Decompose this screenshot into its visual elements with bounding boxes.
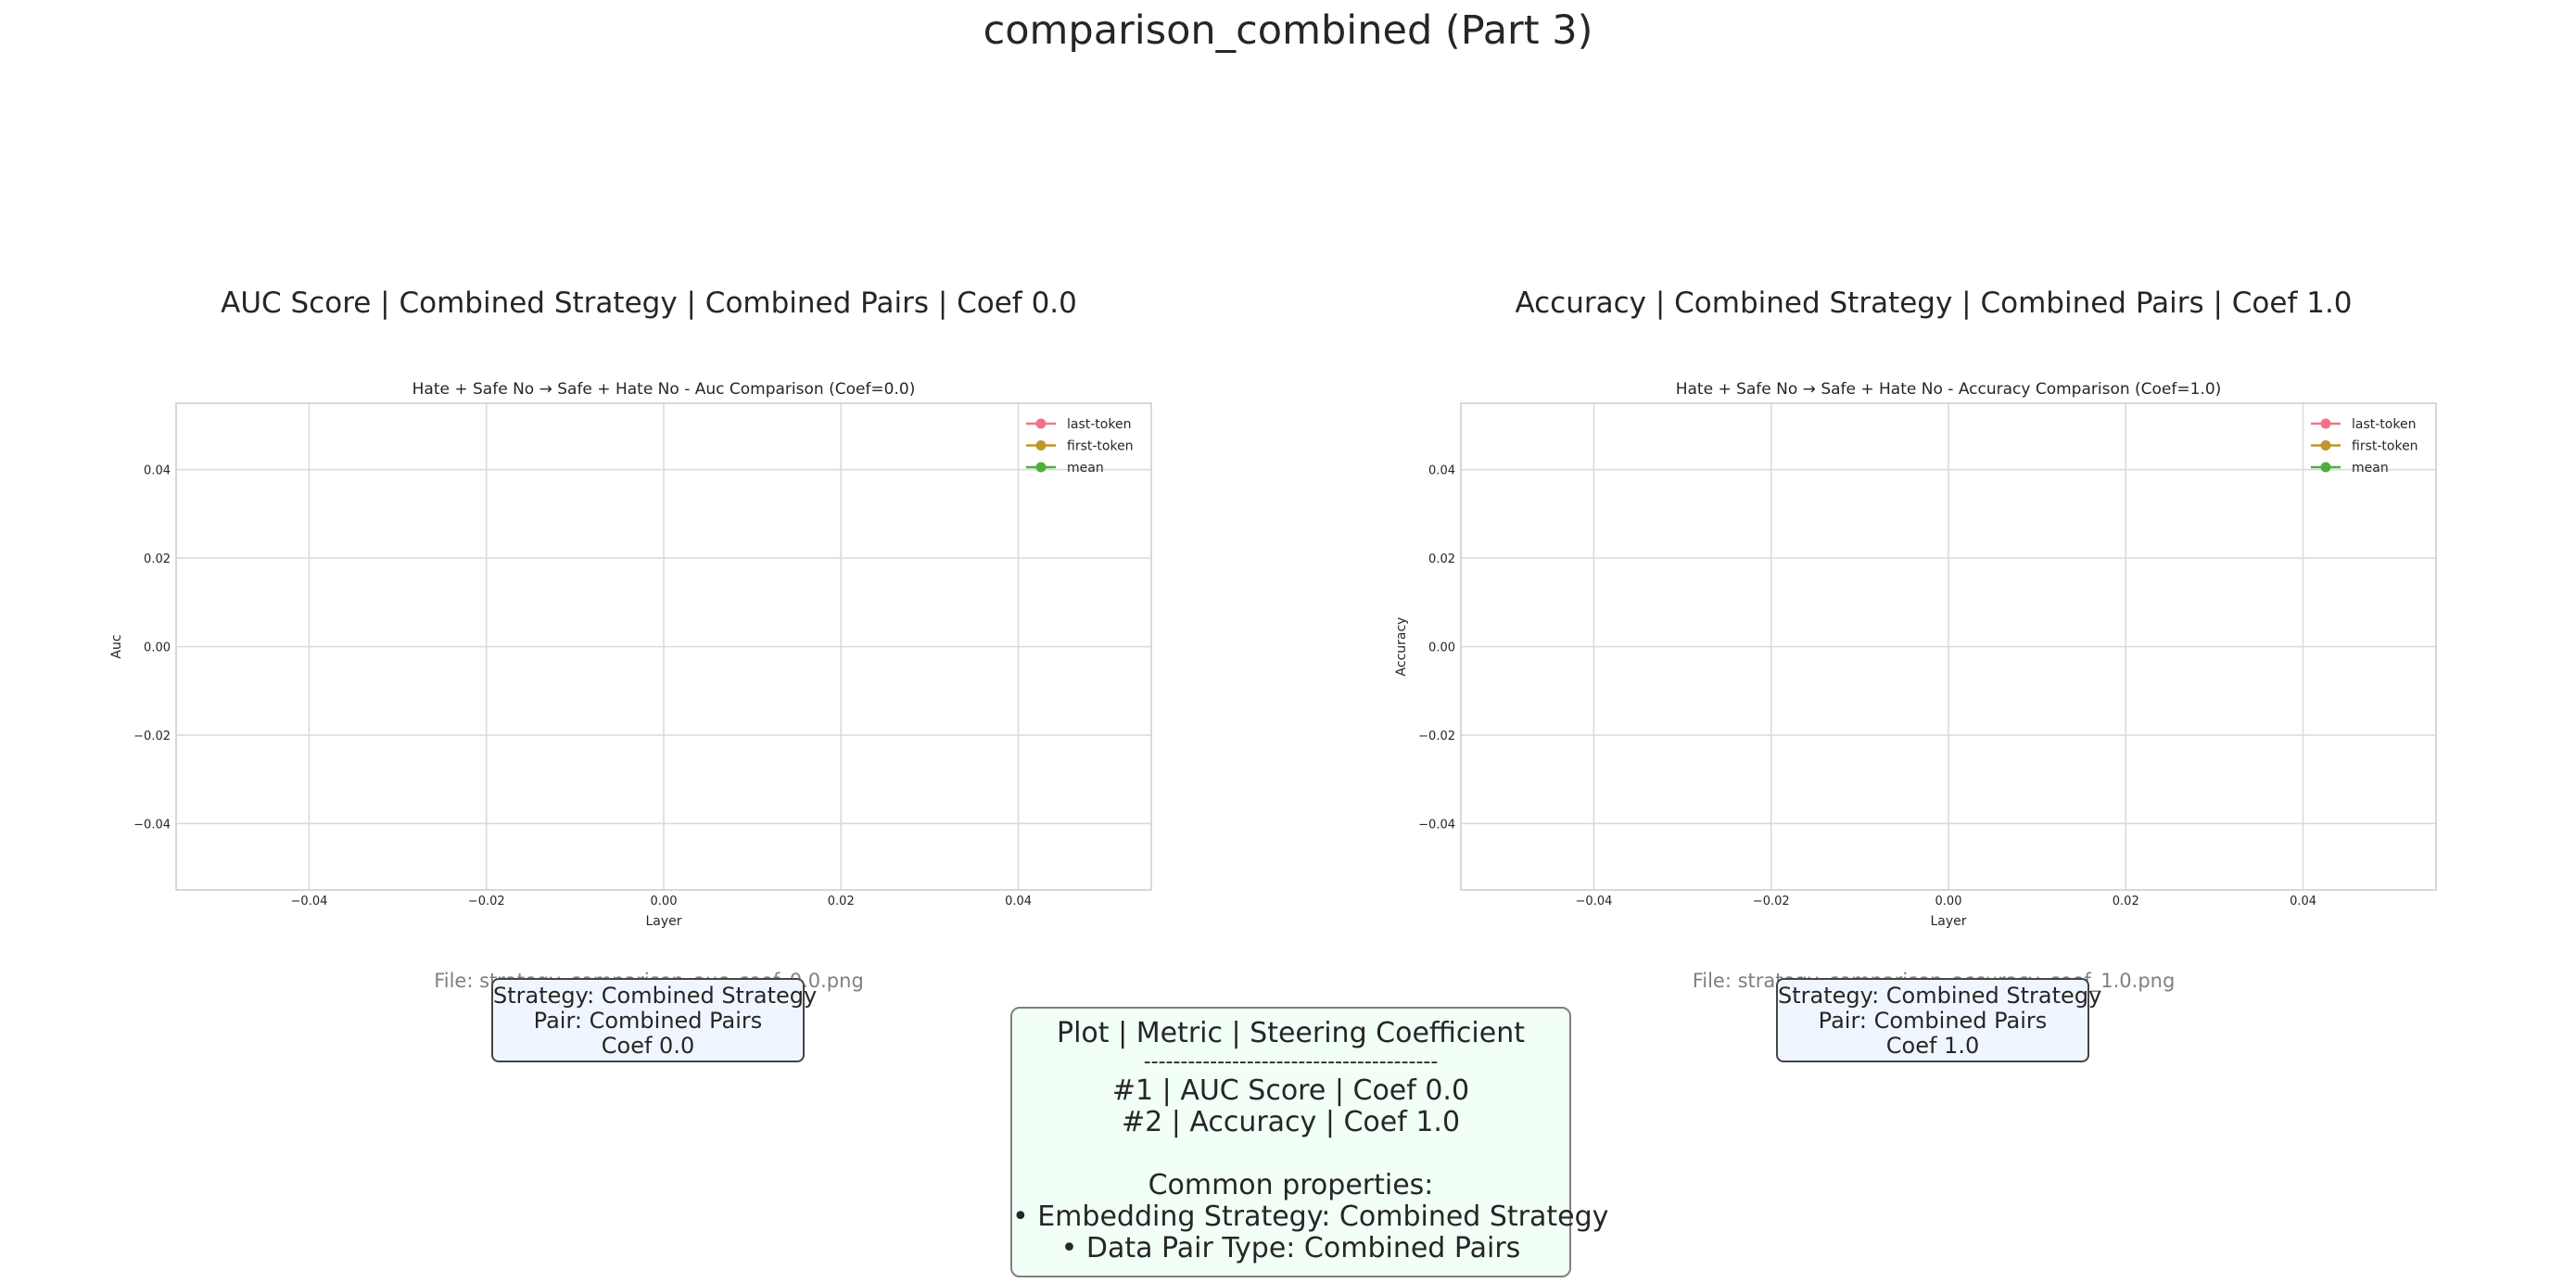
y-tick-label: −0.04 — [1418, 818, 1455, 832]
plot-frame — [1460, 402, 2437, 891]
legend-marker — [1035, 440, 1047, 451]
y-tick-label: 0.02 — [144, 553, 171, 566]
info-box-auc: Strategy: Combined Strategy Pair: Combin… — [491, 978, 818, 1062]
y-tick-label: −0.04 — [133, 818, 171, 832]
y-tick-label: 0.02 — [1428, 553, 1455, 566]
figure-title: comparison_combined (Part 3) — [983, 7, 1593, 54]
legend-label: first-token — [2352, 439, 2418, 454]
y-tick-label: 0.04 — [144, 464, 171, 478]
chart-title: Hate + Safe No → Safe + Hate No - Accura… — [1676, 380, 2222, 399]
panel-title-accuracy: Accuracy | Combined Strategy | Combined … — [1515, 286, 2353, 320]
legend-marker — [2320, 462, 2331, 473]
panel-title-auc: AUC Score | Combined Strategy | Combined… — [221, 286, 1077, 320]
y-tick-label: −0.02 — [1418, 730, 1455, 743]
info-strategy: Strategy: Combined Strategy — [1778, 983, 2102, 1009]
x-tick-label: 0.02 — [828, 895, 855, 908]
accuracy-chart: Hate + Safe No → Safe + Hate No - Accura… — [1394, 380, 2437, 929]
legend-marker — [1035, 462, 1047, 473]
y-tick-label: −0.02 — [133, 730, 171, 743]
summary-header: Plot | Metric | Steering Coefficient — [1057, 1017, 1525, 1049]
y-tick-label: 0.00 — [144, 642, 171, 655]
legend-label: last-token — [2352, 417, 2416, 432]
plot-frame — [175, 402, 1152, 891]
x-tick-label: 0.00 — [1935, 895, 1962, 908]
x-tick-label: −0.02 — [468, 895, 505, 908]
legend-marker — [1035, 418, 1047, 429]
info-coef: Coef 1.0 — [1885, 1033, 1980, 1059]
common-title: Common properties: — [1148, 1169, 1434, 1201]
y-tick-label: 0.00 — [1428, 642, 1455, 655]
x-tick-label: 0.02 — [2113, 895, 2139, 908]
info-strategy: Strategy: Combined Strategy — [493, 983, 818, 1009]
info-pair: Pair: Combined Pairs — [1818, 1008, 2048, 1034]
x-tick-label: −0.04 — [291, 895, 328, 908]
x-axis-label: Layer — [1930, 914, 1966, 929]
x-tick-label: 0.04 — [1005, 895, 1032, 908]
x-tick-label: −0.02 — [1753, 895, 1790, 908]
common-item: • Data Pair Type: Combined Pairs — [1060, 1232, 1521, 1264]
y-tick-label: 0.04 — [1428, 464, 1455, 478]
summary-box: Plot | Metric | Steering Coefficient ---… — [1010, 1007, 1609, 1277]
info-pair: Pair: Combined Pairs — [533, 1008, 763, 1034]
summary-row: #2 | Accuracy | Coef 1.0 — [1121, 1106, 1461, 1138]
summary-row: #1 | AUC Score | Coef 0.0 — [1111, 1074, 1470, 1107]
info-coef: Coef 0.0 — [601, 1033, 695, 1059]
auc-chart: Hate + Safe No → Safe + Hate No - Auc Co… — [109, 380, 1152, 929]
chart-title: Hate + Safe No → Safe + Hate No - Auc Co… — [412, 380, 916, 399]
legend-marker — [2320, 440, 2331, 451]
x-tick-label: −0.04 — [1576, 895, 1613, 908]
y-axis-label: Accuracy — [1394, 617, 1409, 677]
legend-label: mean — [2352, 461, 2389, 476]
info-box-accuracy: Strategy: Combined Strategy Pair: Combin… — [1776, 978, 2102, 1062]
x-tick-label: 0.04 — [2290, 895, 2316, 908]
x-tick-label: 0.00 — [651, 895, 678, 908]
summary-divider: ---------------------------------------- — [1143, 1050, 1439, 1073]
legend-label: first-token — [1067, 439, 1134, 454]
legend-label: mean — [1067, 461, 1104, 476]
common-item: • Embedding Strategy: Combined Strategy — [1012, 1200, 1609, 1233]
y-axis-label: Auc — [109, 634, 124, 658]
legend-label: last-token — [1067, 417, 1131, 432]
x-axis-label: Layer — [645, 914, 681, 929]
legend-marker — [2320, 418, 2331, 429]
